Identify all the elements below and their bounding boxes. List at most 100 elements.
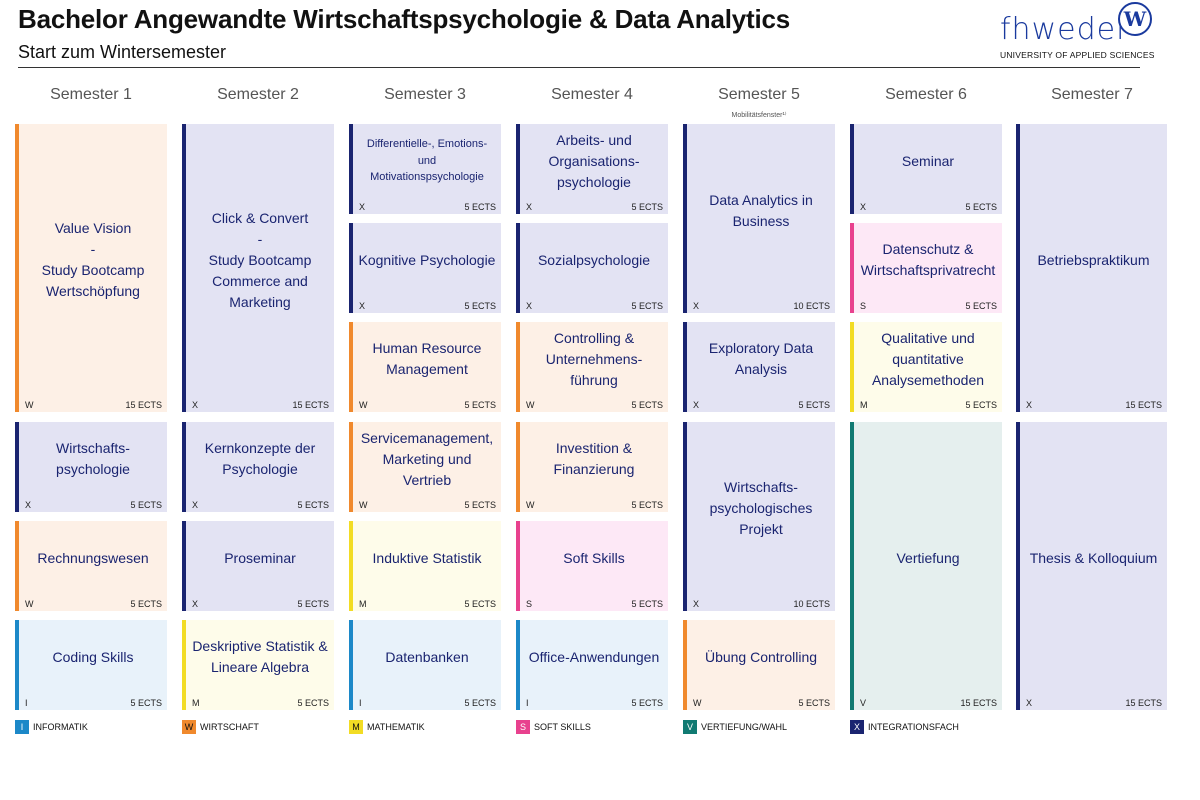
module-name: Investition & Finanzierung bbox=[553, 440, 635, 477]
module-name: Office-Anwendungen bbox=[528, 648, 660, 665]
module-category: X bbox=[693, 301, 700, 311]
legend-item-informatik: I INFORMATIK bbox=[15, 719, 88, 735]
legend-swatch: X bbox=[850, 720, 864, 734]
legend-item-vertiefung: V VERTIEFUNG/WAHL bbox=[683, 719, 787, 735]
module-vertiefung: Vertiefung V 15 ECTS bbox=[850, 422, 1002, 710]
semester-header-4: Semester 4 bbox=[551, 86, 633, 103]
module-name: Soft Skills bbox=[563, 549, 625, 566]
module-induktive-statistik: Induktive Statistik M 5 ECTS bbox=[349, 521, 501, 611]
module-name: Betriebspraktikum bbox=[1037, 251, 1150, 268]
module-click-convert: Click & Convert - Study Bootcamp Commerc… bbox=[182, 124, 334, 412]
logo-tagline: UNIVERSITY OF APPLIED SCIENCES bbox=[1000, 50, 1155, 60]
module-category: S bbox=[526, 599, 533, 609]
module-name: Deskriptive Statistik & Lineare Algebra bbox=[192, 638, 328, 675]
module-category: S bbox=[860, 301, 867, 311]
module-ects: 15 ECTS bbox=[960, 698, 997, 708]
university-logo: fhwedel W UNIVERSITY OF APPLIED SCIENCES bbox=[1000, 2, 1160, 64]
module-name: Servicemanagement, Marketing und Vertrie… bbox=[360, 429, 494, 488]
module-ects: 5 ECTS bbox=[297, 500, 329, 510]
module-ects: 10 ECTS bbox=[793, 599, 830, 609]
module-name: Kernkonzepte der Psychologie bbox=[204, 440, 316, 477]
module-ects: 5 ECTS bbox=[631, 400, 663, 410]
module-name: Datenschutz & Wirtschaftsprivatrecht bbox=[860, 241, 996, 278]
module-ects: 5 ECTS bbox=[297, 599, 329, 609]
module-category: W bbox=[359, 500, 368, 510]
module-name: Proseminar bbox=[224, 549, 296, 566]
module-category: W bbox=[693, 698, 702, 708]
module-arbeitspsychologie: Arbeits- und Organisations- psychologie … bbox=[516, 124, 668, 214]
module-ects: 5 ECTS bbox=[965, 301, 997, 311]
legend-label: INFORMATIK bbox=[33, 722, 88, 732]
module-ects: 5 ECTS bbox=[965, 400, 997, 410]
legend-label: INTEGRATIONSFACH bbox=[868, 722, 959, 732]
module-ects: 15 ECTS bbox=[292, 400, 329, 410]
module-ects: 15 ECTS bbox=[125, 400, 162, 410]
module-data-analytics-business: Data Analytics in Business X 10 ECTS bbox=[683, 124, 835, 313]
module-kernkonzepte: Kernkonzepte der Psychologie X 5 ECTS bbox=[182, 422, 334, 512]
module-ects: 5 ECTS bbox=[130, 500, 162, 510]
legend-swatch: W bbox=[182, 720, 196, 734]
module-name: Value Vision - Study Bootcamp Wertschöpf… bbox=[41, 220, 145, 299]
module-category: X bbox=[860, 202, 867, 212]
module-name: Qualitative und quantitative Analysemeth… bbox=[871, 329, 985, 388]
module-category: I bbox=[526, 698, 529, 708]
module-category: X bbox=[1026, 400, 1033, 410]
legend-item-wirtschaft: W WIRTSCHAFT bbox=[182, 719, 259, 735]
logo-emblem-icon: W bbox=[1118, 2, 1152, 36]
module-ects: 5 ECTS bbox=[464, 202, 496, 212]
semester-header-3: Semester 3 bbox=[384, 86, 466, 103]
module-ects: 5 ECTS bbox=[631, 599, 663, 609]
module-value-vision: Value Vision - Study Bootcamp Wertschöpf… bbox=[15, 124, 167, 412]
module-name: Sozialpsychologie bbox=[537, 251, 651, 268]
module-category: X bbox=[192, 599, 199, 609]
module-ects: 5 ECTS bbox=[631, 500, 663, 510]
legend-swatch: I bbox=[15, 720, 29, 734]
semester-header-6: Semester 6 bbox=[885, 86, 967, 103]
module-category: X bbox=[1026, 698, 1033, 708]
module-category: M bbox=[860, 400, 868, 410]
module-name: Human Resource Management bbox=[372, 340, 482, 377]
module-thesis-kolloquium: Thesis & Kolloquium X 15 ECTS bbox=[1016, 422, 1167, 710]
module-name: Datenbanken bbox=[385, 648, 469, 665]
module-ects: 5 ECTS bbox=[464, 500, 496, 510]
semester-5-note: Mobilitätsfenster¹⁾ bbox=[731, 112, 787, 119]
module-name: Kognitive Psychologie bbox=[358, 251, 496, 268]
module-investition-finanzierung: Investition & Finanzierung W 5 ECTS bbox=[516, 422, 668, 512]
module-ects: 5 ECTS bbox=[631, 698, 663, 708]
module-name: Click & Convert - Study Bootcamp Commerc… bbox=[208, 209, 312, 310]
module-ects: 5 ECTS bbox=[965, 202, 997, 212]
module-name: Wirtschafts- psychologie bbox=[56, 440, 130, 477]
semester-header-1: Semester 1 bbox=[50, 86, 132, 103]
module-ects: 15 ECTS bbox=[1125, 698, 1162, 708]
module-category: W bbox=[526, 500, 535, 510]
legend-label: VERTIEFUNG/WAHL bbox=[701, 722, 788, 732]
module-ects: 5 ECTS bbox=[130, 599, 162, 609]
module-category: W bbox=[25, 400, 34, 410]
module-category: I bbox=[359, 698, 362, 708]
module-datenschutz: Datenschutz & Wirtschaftsprivatrecht S 5… bbox=[850, 223, 1002, 313]
module-ects: 5 ECTS bbox=[464, 301, 496, 311]
module-sozialpsychologie: Sozialpsychologie X 5 ECTS bbox=[516, 223, 668, 313]
module-coding-skills: Coding Skills I 5 ECTS bbox=[15, 620, 167, 710]
semester-header-2: Semester 2 bbox=[217, 86, 299, 103]
module-ects: 5 ECTS bbox=[130, 698, 162, 708]
module-name: Data Analytics in Business bbox=[709, 191, 813, 229]
module-ects: 5 ECTS bbox=[631, 202, 663, 212]
module-category: X bbox=[359, 202, 366, 212]
module-ects: 5 ECTS bbox=[798, 698, 830, 708]
module-name: Exploratory Data Analysis bbox=[708, 340, 814, 377]
module-analysemethoden: Qualitative und quantitative Analysemeth… bbox=[850, 322, 1002, 412]
module-category: X bbox=[359, 301, 366, 311]
module-exploratory-data-analysis: Exploratory Data Analysis X 5 ECTS bbox=[683, 322, 835, 412]
legend-swatch: S bbox=[516, 720, 530, 734]
module-name: Vertiefung bbox=[896, 549, 960, 566]
module-category: W bbox=[25, 599, 34, 609]
module-ects: 10 ECTS bbox=[793, 301, 830, 311]
module-human-resource: Human Resource Management W 5 ECTS bbox=[349, 322, 501, 412]
module-category: X bbox=[192, 400, 199, 410]
module-category: V bbox=[860, 698, 867, 708]
legend-label: MATHEMATIK bbox=[367, 722, 425, 732]
module-name: Coding Skills bbox=[52, 648, 134, 665]
module-controlling-unternehmensfuehrung: Controlling & Unternehmens- führung W 5 … bbox=[516, 322, 668, 412]
module-name: Seminar bbox=[901, 152, 955, 169]
